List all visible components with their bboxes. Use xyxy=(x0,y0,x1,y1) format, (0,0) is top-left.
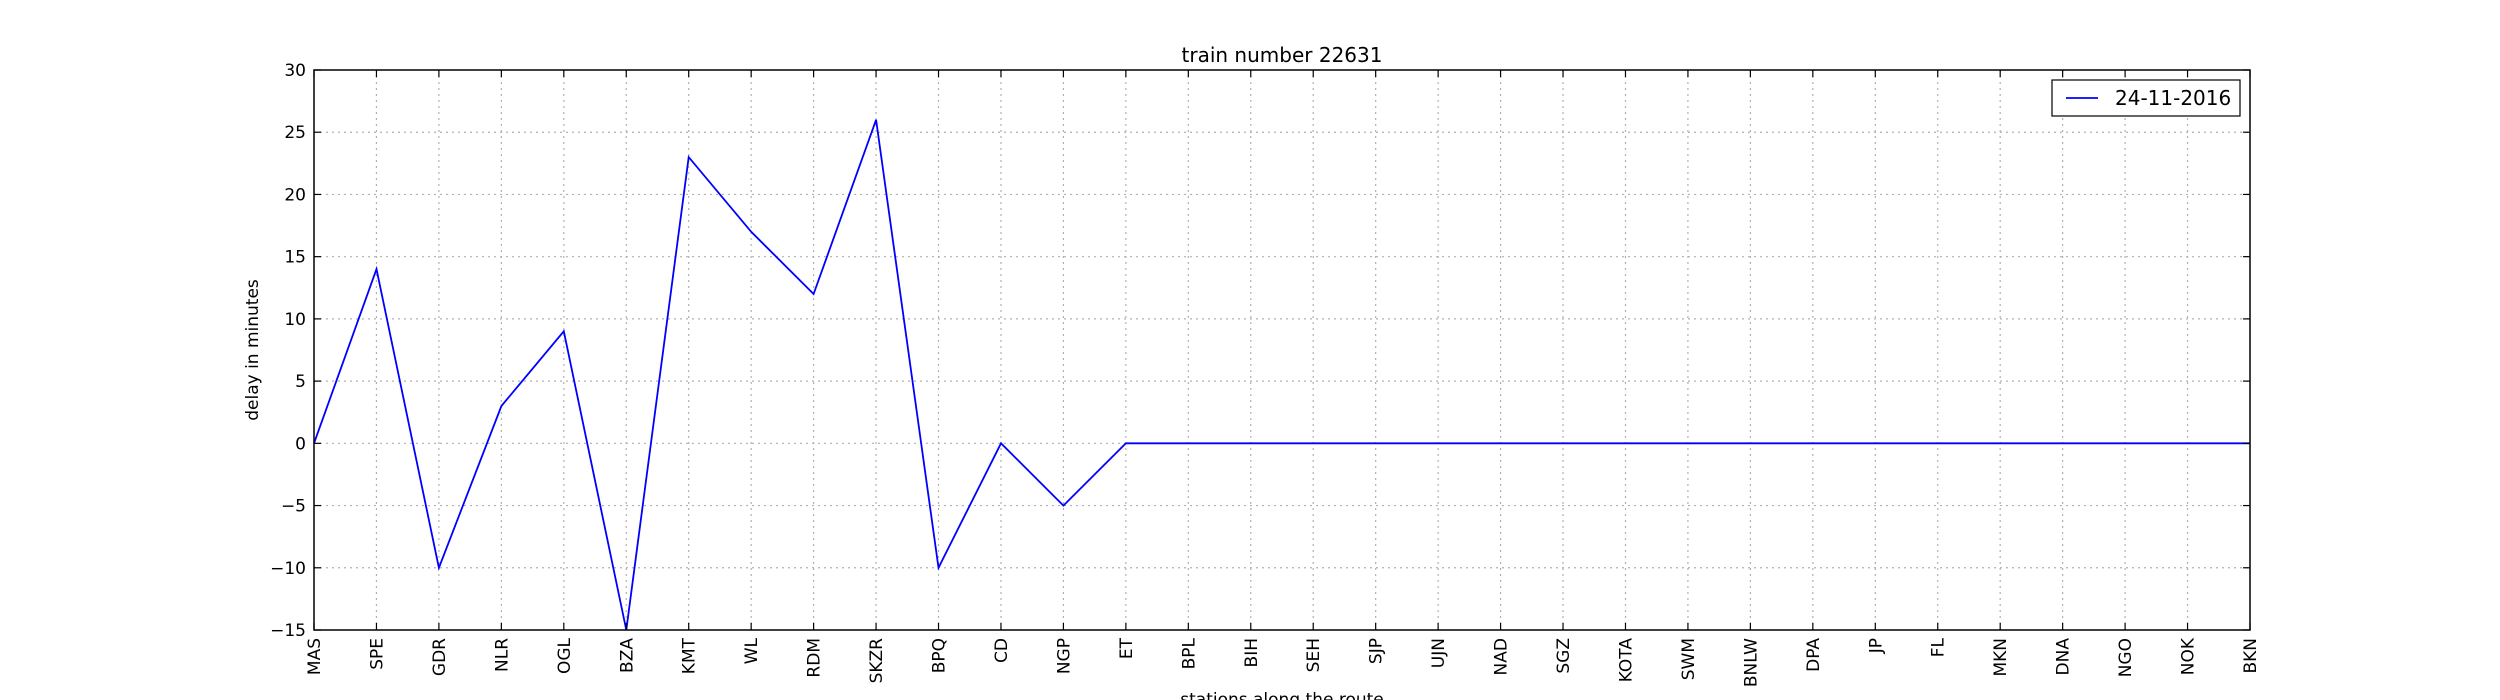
tick-label-layer: MAS SPE GDR NLR OGL BZA KMT WL RDM SKZR BPQ CD NGP ET… xyxy=(270,61,2261,687)
x-tick-label: SEH xyxy=(1304,638,1324,672)
series-layer xyxy=(313,119,2250,631)
x-tick-label: CD xyxy=(992,638,1012,663)
x-tick-label: MAS xyxy=(305,638,325,675)
x-tick-label: BIH xyxy=(1242,638,1262,667)
chart-title: train number 22631 xyxy=(1182,43,1383,67)
y-tick-label: −15 xyxy=(270,621,306,641)
legend-entry: 24-11-2016 xyxy=(2115,86,2231,110)
x-tick-label: BPL xyxy=(1179,637,1199,669)
x-tick-label: BNLW xyxy=(1741,638,1761,687)
x-tick-label: ET xyxy=(1117,637,1137,659)
x-tick-label: OGL xyxy=(555,637,575,674)
x-tick-label: RDM xyxy=(805,638,825,678)
x-tick-label: UJN xyxy=(1429,638,1449,668)
x-tick-label: SPE xyxy=(367,638,387,670)
y-axis-title: delay in minutes xyxy=(243,279,263,421)
x-tick-label: NLR xyxy=(492,638,512,672)
x-tick-label: KMT xyxy=(680,637,700,674)
x-tick-label: FL xyxy=(1929,637,1949,657)
y-tick-label: −10 xyxy=(270,559,306,579)
x-tick-label: WL xyxy=(742,637,762,664)
y-tick-label: 20 xyxy=(284,185,306,205)
series-line xyxy=(313,119,2250,631)
tick-layer xyxy=(313,69,2251,631)
x-tick-label: GDR xyxy=(430,638,450,676)
x-tick-label: SJP xyxy=(1367,638,1387,664)
x-tick-label: KOTA xyxy=(1616,638,1636,683)
plot-frame xyxy=(313,69,2251,631)
x-tick-label: SGZ xyxy=(1554,638,1574,674)
x-tick-label: NAD xyxy=(1492,638,1512,675)
y-tick-label: 0 xyxy=(295,434,306,454)
x-tick-label: DNA xyxy=(2054,638,2074,676)
x-tick-label: SWM xyxy=(1679,638,1699,680)
x-tick-label: JP xyxy=(1866,638,1886,654)
x-tick-label: BKN xyxy=(2241,638,2261,674)
x-tick-label: BPQ xyxy=(930,638,950,673)
x-tick-label: SKZR xyxy=(867,638,887,684)
grid-layer xyxy=(314,70,2250,630)
x-tick-label: NOK xyxy=(2179,637,2199,675)
x-tick-label: BZA xyxy=(617,638,637,673)
y-tick-label: 15 xyxy=(284,248,306,268)
y-tick-label: 5 xyxy=(295,372,306,392)
y-tick-label: 10 xyxy=(284,310,306,330)
x-tick-label: DPA xyxy=(1804,638,1824,672)
legend: 24-11-2016 xyxy=(2051,79,2241,117)
x-tick-label: NGO xyxy=(2116,638,2136,677)
y-tick-label: −5 xyxy=(281,497,306,517)
x-tick-label: MKN xyxy=(1991,638,2011,677)
y-tick-label: 25 xyxy=(284,123,306,143)
x-tick-label: NGP xyxy=(1054,638,1074,674)
y-tick-label: 30 xyxy=(284,61,306,81)
x-axis-title: stations along the route xyxy=(1180,690,1384,700)
